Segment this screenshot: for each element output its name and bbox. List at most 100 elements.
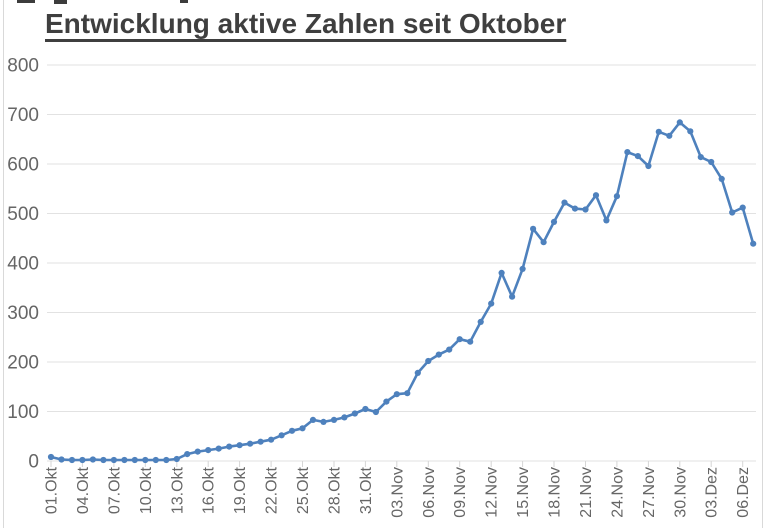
y-tick-label: 400	[7, 254, 39, 275]
x-tick-label: 24.Nov	[609, 467, 626, 518]
x-tick-label: 03.Dez	[704, 467, 721, 518]
data-point[interactable]	[718, 175, 725, 182]
x-tick-label: 10.Okt	[138, 466, 155, 514]
data-point[interactable]	[184, 451, 191, 458]
data-point[interactable]	[247, 440, 254, 447]
x-tick-label: 04.Okt	[75, 466, 92, 514]
data-point[interactable]	[414, 369, 421, 376]
data-point[interactable]	[435, 351, 442, 358]
series-line[interactable]	[49, 121, 755, 462]
x-tick-label: 27.Nov	[641, 467, 658, 518]
data-point[interactable]	[561, 199, 568, 206]
data-point[interactable]	[666, 132, 673, 139]
data-point[interactable]	[215, 445, 222, 452]
data-point[interactable]	[603, 217, 610, 224]
x-tick-label: 21.Nov	[578, 467, 595, 518]
data-point[interactable]	[320, 418, 327, 425]
data-point[interactable]	[100, 456, 107, 464]
data-point[interactable]	[446, 346, 453, 353]
data-point[interactable]	[131, 456, 138, 464]
x-tick-label: 31.Okt	[358, 466, 375, 514]
data-point[interactable]	[142, 456, 149, 464]
x-axis-ticks	[50, 461, 744, 467]
data-point[interactable]	[425, 357, 432, 365]
data-point[interactable]	[687, 128, 694, 135]
chart-title: Entwicklung aktive Zahlen seit Oktober	[45, 8, 567, 39]
data-point[interactable]	[278, 432, 285, 439]
right-border-line	[762, 0, 763, 528]
data-point[interactable]	[697, 154, 704, 161]
data-point[interactable]	[362, 405, 369, 413]
data-point[interactable]	[508, 293, 516, 300]
y-axis-labels: 0 100 200 300 400 500 600 700 800	[7, 56, 39, 473]
data-point[interactable]	[571, 205, 579, 212]
data-point[interactable]	[173, 455, 180, 463]
gridlines	[47, 64, 756, 462]
y-tick-label: 200	[7, 353, 39, 374]
data-point[interactable]	[708, 158, 715, 166]
data-point[interactable]	[550, 218, 558, 225]
data-point[interactable]	[268, 436, 275, 443]
data-point[interactable]	[341, 414, 348, 421]
data-point[interactable]	[288, 427, 296, 434]
data-point[interactable]	[750, 240, 757, 247]
data-point[interactable]	[236, 442, 243, 449]
x-tick-label: 25.Okt	[295, 466, 312, 514]
data-point[interactable]	[613, 193, 621, 200]
x-tick-label: 12.Nov	[484, 467, 501, 518]
data-point[interactable]	[488, 300, 495, 307]
data-point[interactable]	[163, 456, 170, 464]
y-tick-label: 500	[7, 204, 39, 225]
left-border-line	[3, 0, 4, 528]
data-point[interactable]	[110, 456, 117, 464]
data-point[interactable]	[205, 447, 212, 454]
y-tick-label: 800	[7, 56, 39, 77]
data-point[interactable]	[676, 119, 683, 126]
data-point[interactable]	[330, 416, 338, 423]
data-point[interactable]	[152, 456, 159, 464]
data-point[interactable]	[393, 391, 400, 398]
data-point[interactable]	[592, 192, 600, 199]
data-point[interactable]	[729, 209, 736, 216]
data-point[interactable]	[68, 456, 76, 464]
data-point[interactable]	[498, 269, 505, 276]
data-point[interactable]	[121, 456, 128, 464]
data-point[interactable]	[47, 453, 55, 461]
data-point[interactable]	[89, 456, 96, 463]
data-point[interactable]	[456, 336, 463, 343]
x-tick-label: 13.Okt	[169, 466, 186, 514]
data-point[interactable]	[257, 438, 264, 445]
cropped-ui-artifact	[180, 0, 188, 3]
x-axis-labels: 01.Okt 04.Okt 07.Okt 10.Okt 13.Okt 16.Okt 19.O…	[44, 466, 753, 517]
data-point[interactable]	[383, 398, 390, 405]
data-point[interactable]	[372, 408, 379, 416]
data-point[interactable]	[226, 443, 233, 450]
x-tick-label: 16.Okt	[201, 466, 218, 514]
x-tick-label: 19.Okt	[232, 466, 249, 514]
data-point[interactable]	[645, 162, 652, 170]
data-point[interactable]	[655, 128, 662, 135]
data-point[interactable]	[467, 338, 474, 345]
data-point[interactable]	[194, 448, 201, 455]
data-point[interactable]	[634, 153, 642, 160]
x-tick-label: 28.Okt	[327, 466, 344, 514]
data-point-markers[interactable]	[47, 119, 757, 464]
data-point[interactable]	[519, 265, 526, 272]
data-point[interactable]	[739, 204, 746, 211]
data-point[interactable]	[79, 456, 86, 464]
data-point[interactable]	[351, 410, 358, 417]
x-tick-label: 06.Nov	[421, 467, 438, 518]
x-tick-label: 01.Okt	[44, 466, 61, 514]
data-point[interactable]	[624, 149, 631, 156]
data-point[interactable]	[477, 318, 484, 325]
data-point[interactable]	[530, 225, 537, 232]
data-point[interactable]	[540, 239, 547, 246]
data-point[interactable]	[309, 416, 317, 423]
data-point[interactable]	[582, 206, 589, 213]
cropped-ui-artifact	[17, 0, 35, 3]
data-point[interactable]	[404, 390, 411, 397]
data-point[interactable]	[299, 425, 306, 432]
data-point[interactable]	[58, 456, 65, 463]
